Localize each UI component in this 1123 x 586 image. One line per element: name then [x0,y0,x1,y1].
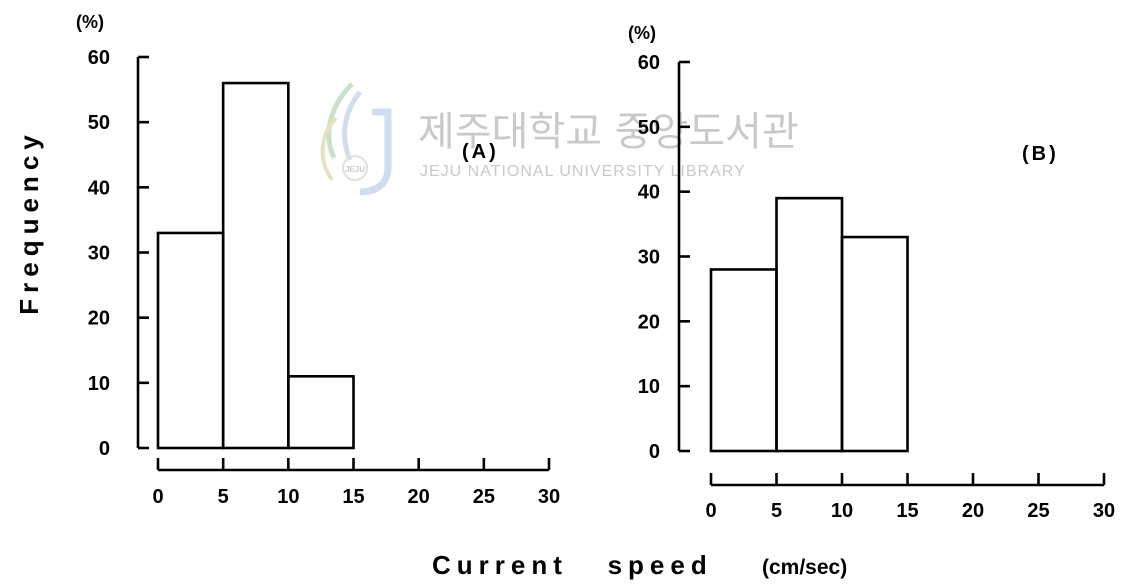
x-tick-label: 20 [962,500,984,522]
panel-b-y-unit: (%) [628,23,656,43]
histogram-bar [287,375,355,450]
y-tick-label: 60 [638,52,660,74]
histogram-bar [221,81,290,450]
x-tick-label: 5 [771,500,782,522]
x-tick-label: 0 [705,500,716,522]
panel-a: (%) (A) 0 10 20 30 40 50 60 0 5 10 15 20 25 30 [76,12,560,508]
y-tick-label: 20 [88,308,110,330]
y-tick-label: 50 [638,117,660,139]
panel-b-label: (B) [1022,143,1059,165]
histogram-bar [709,268,778,453]
x-tick-label: 25 [1027,500,1049,522]
watermark-title-english: JEJU NATIONAL UNIVERSITY LIBRARY [420,163,746,180]
panel-b: (%) (B) 0 10 20 30 40 50 60 0 5 10 15 20 25 30 [628,23,1115,522]
panel-a-y-unit: (%) [76,12,104,32]
panel-a-bars [156,81,355,450]
y-tick-label: 10 [88,373,110,395]
x-tick-label: 10 [277,486,299,508]
x-tick-label: 15 [896,500,918,522]
y-tick-label: 0 [99,438,110,460]
x-tick-label: 30 [538,486,560,508]
library-watermark: JEJU 제주대학교 중앙도서관 JEJU NATIONAL UNIVERSIT… [320,82,799,196]
panel-a-x-ticks: 0 5 10 15 20 25 30 [152,458,560,508]
library-logo-icon [320,82,392,196]
panel-a-y-ticks: 0 10 20 30 40 50 60 [88,47,149,460]
x-tick-label: 30 [1093,500,1115,522]
panel-b-y-ticks: 0 10 20 30 40 50 60 [638,52,690,463]
y-tick-label: 30 [638,247,660,269]
y-tick-label: 0 [649,441,660,463]
y-tick-label: 30 [88,243,110,265]
panel-b-x-ticks: 0 5 10 15 20 25 30 [705,473,1115,522]
x-tick-label: 5 [218,486,229,508]
x-axis-title: Current speed [432,550,713,580]
histogram-bar [840,235,909,453]
y-tick-label: 60 [88,47,110,69]
watermark-title-korean: 제주대학교 중앙도서관 [418,109,799,155]
logo-text: JEJU [345,165,365,174]
panel-b-bars [709,196,909,453]
x-axis-unit: (cm/sec) [762,556,847,579]
histogram-bar [775,196,844,453]
histogram-bar [156,231,225,450]
y-tick-label: 10 [638,376,660,398]
x-tick-label: 10 [831,500,853,522]
y-axis-title: Frequency [14,129,44,315]
y-tick-label: 40 [638,182,660,204]
x-tick-label: 15 [342,486,364,508]
y-tick-label: 50 [88,112,110,134]
panel-a-label: (A) [462,141,499,163]
x-tick-label: 20 [408,486,430,508]
x-tick-label: 25 [473,486,495,508]
y-tick-label: 20 [638,311,660,333]
y-tick-label: 40 [88,177,110,199]
x-tick-label: 0 [152,486,163,508]
